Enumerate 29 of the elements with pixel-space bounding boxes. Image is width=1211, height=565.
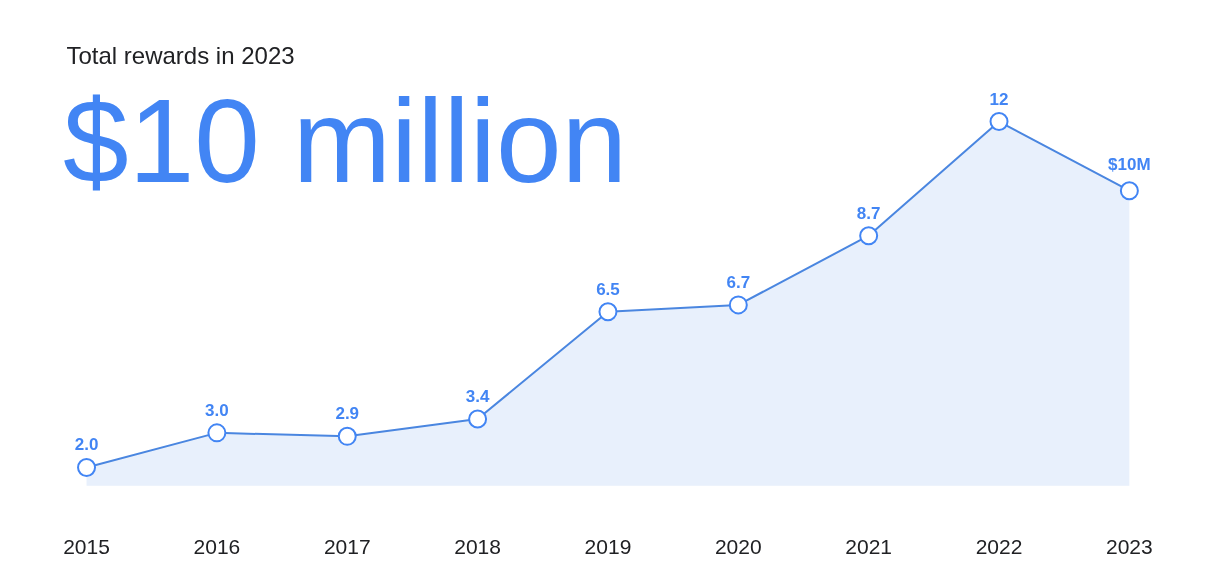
x-tick-label: 2015	[63, 534, 110, 558]
data-label: 8.7	[856, 203, 881, 223]
data-label: 2.0	[74, 435, 99, 455]
point	[598, 302, 618, 322]
x-tick-label: 2018	[454, 534, 501, 558]
data-label: 6.5	[596, 279, 620, 299]
chart-title: Total rewards in 2023	[66, 42, 295, 70]
x-tick-label: 2019	[584, 534, 632, 558]
x-tick-label: 2016	[193, 534, 241, 558]
x-tick-label: 2023	[1106, 534, 1153, 558]
x-tick-label: 2020	[714, 534, 762, 558]
point	[989, 112, 1009, 132]
point	[468, 409, 488, 429]
chart-subtitle: $10 million	[63, 74, 628, 207]
data-label: 2.9	[335, 404, 360, 424]
point	[859, 226, 879, 246]
x-tick-label: 2017	[323, 534, 371, 558]
x-tick-label: 2022	[975, 534, 1023, 558]
point	[728, 295, 748, 315]
data-label: 6.7	[726, 272, 751, 292]
data-label: 3.4	[465, 387, 490, 407]
x-tick-label: 2021	[845, 534, 893, 558]
point	[1119, 181, 1139, 201]
data-label: 12	[989, 89, 1009, 109]
point	[77, 457, 97, 477]
data-label: $10M	[1108, 154, 1151, 174]
point	[337, 426, 357, 446]
data-label: 3.0	[205, 400, 229, 420]
point	[207, 423, 227, 443]
